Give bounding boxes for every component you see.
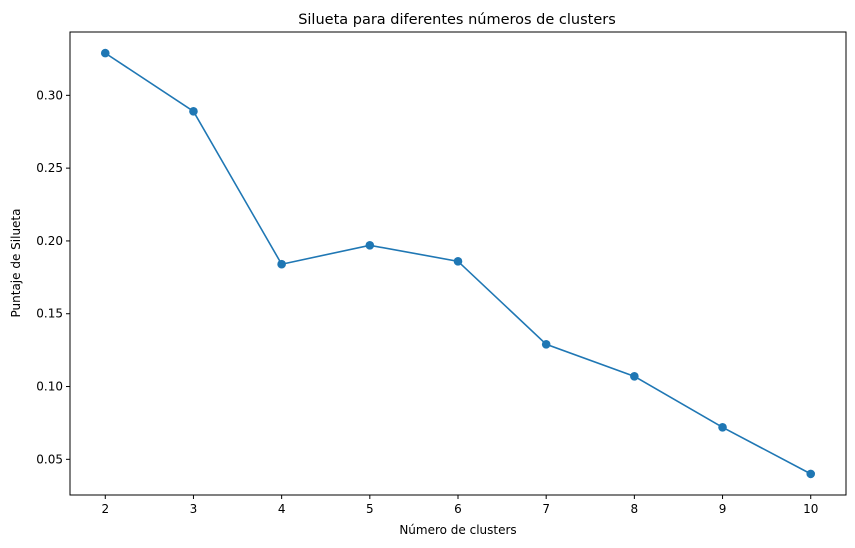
x-tick-label: 3 <box>190 502 198 516</box>
x-tick-label: 8 <box>631 502 639 516</box>
chart-title: Silueta para diferentes números de clust… <box>298 12 616 28</box>
data-point <box>718 422 727 432</box>
x-tick-label: 6 <box>454 502 462 516</box>
y-axis-label: Puntaje de Silueta <box>9 209 23 318</box>
y-tick-label: 0.25 <box>36 161 63 175</box>
x-tick-label: 9 <box>719 502 727 516</box>
x-axis-ticks: 2 3 4 5 6 7 8 9 10 <box>101 495 818 516</box>
x-tick-label: 10 <box>803 502 818 516</box>
y-tick-label: 0.05 <box>36 452 63 466</box>
y-axis-ticks: 0.05 0.10 0.15 0.20 0.25 0.30 <box>36 88 70 466</box>
series-layer <box>100 48 816 479</box>
data-point <box>453 257 463 266</box>
data-point <box>365 241 375 250</box>
data-point <box>100 48 110 58</box>
x-axis-label: Número de clusters <box>399 523 516 537</box>
y-tick-label: 0.15 <box>36 307 63 321</box>
data-point <box>630 372 639 381</box>
x-tick-label: 4 <box>278 502 286 516</box>
y-tick-label: 0.30 <box>36 88 63 102</box>
y-tick-label: 0.10 <box>36 380 63 394</box>
data-point <box>277 259 286 269</box>
data-point <box>189 107 198 116</box>
y-tick-label: 0.20 <box>36 234 63 248</box>
x-tick-label: 7 <box>542 502 550 516</box>
x-tick-label: 5 <box>366 502 374 516</box>
x-tick-label: 2 <box>101 502 109 516</box>
data-point <box>806 469 816 479</box>
data-point <box>541 340 551 349</box>
